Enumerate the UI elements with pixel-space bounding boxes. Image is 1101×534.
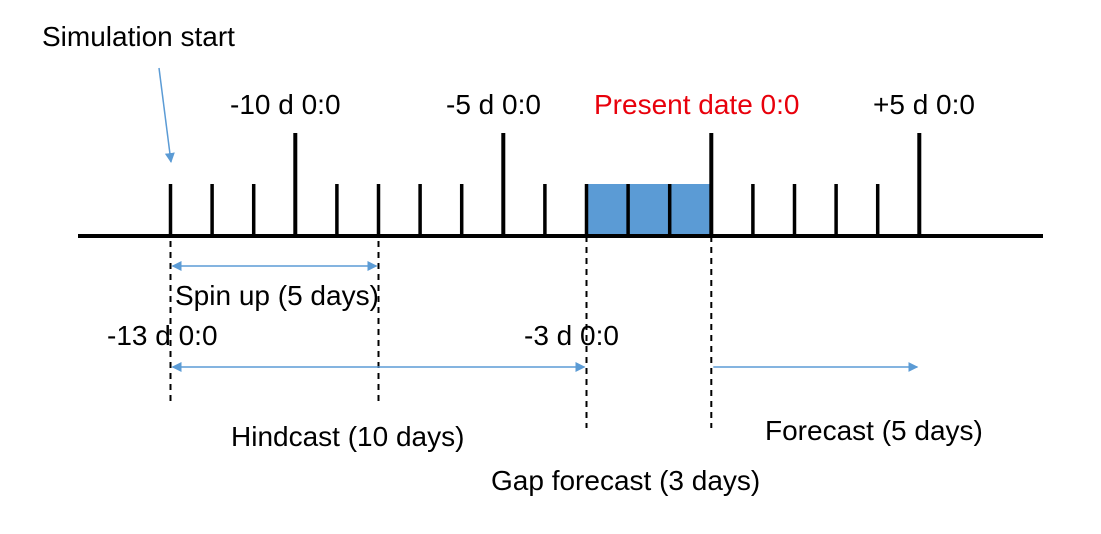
minus-5-label: -5 d 0:0 — [446, 89, 541, 120]
tick-group — [168, 133, 922, 236]
present-date-label: Present date 0:0 — [594, 89, 799, 120]
plus-5-label: +5 d 0:0 — [873, 89, 975, 120]
gap-forecast-box — [586, 184, 712, 236]
simulation-start-label: Simulation start — [42, 21, 235, 52]
forecast-label: Forecast (5 days) — [765, 415, 983, 446]
minus-10-label: -10 d 0:0 — [230, 89, 341, 120]
spinup-label: Spin up (5 days) — [175, 280, 379, 311]
hindcast-label: Hindcast (10 days) — [231, 421, 464, 452]
minus-13-label: -13 d 0:0 — [107, 320, 218, 351]
gap-forecast-label: Gap forecast (3 days) — [491, 465, 760, 496]
simulation-start-arrow — [158, 67, 175, 163]
minus-3-label: -3 d 0:0 — [524, 320, 619, 351]
